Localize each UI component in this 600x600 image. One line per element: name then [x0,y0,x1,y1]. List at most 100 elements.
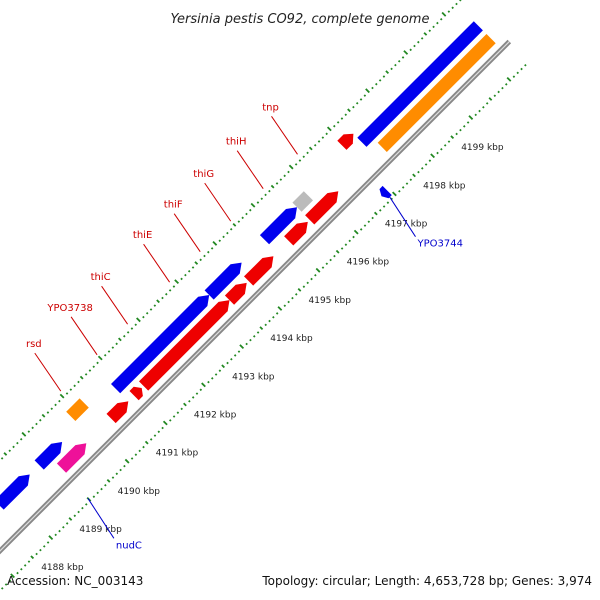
ring-tick [313,143,317,147]
gene-name: thiG [193,169,214,180]
ring-tick [363,94,367,97]
ring-tick [279,178,283,181]
ring-tick [367,220,371,224]
ring-tick [168,289,172,292]
ring-tick [382,75,386,78]
gene-name: thiF [164,200,183,211]
backbone [0,39,512,555]
ring-tick [199,388,203,392]
ring-tick [245,212,248,216]
ring-tick [333,254,336,258]
ring-tick [405,182,409,185]
ring-tick [138,449,141,453]
leader-line [389,196,416,237]
gene-label-thic: thiC [91,272,129,325]
ring-tick [326,126,332,132]
ring-tick [191,396,195,399]
gene-feature [34,442,63,470]
ring-tick [176,411,180,414]
ring-tick [4,583,8,586]
ring-tick [161,296,164,300]
ring-tick [142,315,145,319]
ring-tick [428,159,432,162]
gene-label-thih: thiH [226,137,264,189]
scale-tick-label: 4193 kbp [232,372,275,382]
scale-tick-label: 4192 kbp [194,411,237,421]
ring-tick [443,144,447,147]
ring-tick [145,312,149,315]
ring-tick [412,173,416,178]
ring-tick [54,403,57,407]
ring-tick [31,426,34,430]
gene-feature [0,474,30,510]
ring-tick [187,270,191,273]
gene-feature [66,398,89,421]
ring-tick [142,445,145,449]
ring-tick [439,17,443,21]
ring-tick [96,491,99,495]
ring-tick [310,277,313,281]
ring-tick [59,393,65,399]
ring-tick [184,273,187,277]
gene-label-ypo3744: YPO3744 [389,196,463,250]
scale-tick-label: 4195 kbp [309,296,352,306]
ring-tick [352,105,355,109]
ring-tick [42,545,46,548]
ring-tick [466,121,470,124]
ring-tick [191,266,195,269]
ring-tick [39,548,42,552]
ring-tick [325,262,329,266]
ring-tick [459,0,462,2]
ring-tick [194,261,199,265]
ring-tick [397,59,401,63]
gene-feature [244,256,274,286]
ring-tick [468,115,474,120]
ring-tick [359,98,363,101]
ring-tick [207,380,210,384]
ring-tick [424,163,428,166]
backbone-highlight [0,41,510,552]
ring-tick [440,147,443,151]
ring-tick [270,184,275,189]
ring-tick [172,285,176,288]
ring-tick [501,86,504,90]
inner-dot-ring [0,63,527,590]
ring-tick [340,117,344,120]
ring-tick [512,75,516,78]
gene-feature [129,386,143,401]
ring-tick [252,335,256,338]
ring-tick [84,373,88,376]
ring-tick [124,458,130,464]
ring-tick [506,76,512,82]
ring-tick [201,382,206,388]
ring-tick [27,560,31,563]
ring-tick [314,273,317,277]
ring-tick [505,83,508,86]
ring-tick [203,254,206,258]
ring-tick [386,201,390,204]
ring-tick [264,323,267,327]
gene-label-rsd: rsd [26,339,62,392]
ring-tick [172,415,176,418]
gene-feature [305,191,339,225]
ring-tick [245,342,248,346]
ring-tick [409,178,413,182]
ring-tick [336,121,340,124]
ring-tick [325,132,328,136]
scale-tick-label: 4188 kbp [41,563,84,573]
gene-name: YPO3738 [46,303,92,314]
ring-tick [157,430,161,434]
gene-name: YPO3744 [417,239,463,250]
ring-tick [195,392,199,395]
ring-tick [130,457,134,460]
ring-tick [46,411,50,414]
ring-tick [297,288,302,292]
ring-tick [385,70,390,74]
ring-tick [409,48,412,52]
ring-tick [104,483,107,487]
ring-tick [65,392,69,395]
ring-tick [144,440,149,445]
ring-tick [259,326,264,330]
ring-tick [136,317,141,323]
ring-tick [288,164,294,170]
